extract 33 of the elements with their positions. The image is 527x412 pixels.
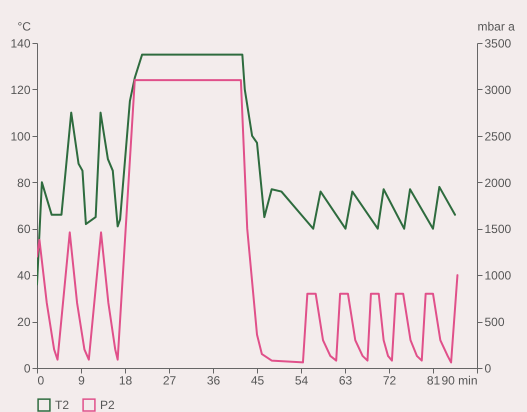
- y-tick-label: 80: [17, 176, 31, 190]
- x-tick-label: 90 min: [441, 374, 478, 388]
- y-tick-label: 40: [17, 268, 31, 283]
- y2-tick-label: 500: [484, 315, 505, 330]
- y2-tick-label: 3500: [484, 36, 512, 50]
- y-tick-label: 140: [10, 36, 31, 50]
- x-tick-label: 72: [382, 374, 396, 388]
- y-tick-label: 120: [10, 82, 31, 97]
- line-series: [37, 54, 456, 286]
- x-tick-label: 36: [206, 374, 220, 388]
- y2-axis-title: mbar a: [478, 20, 516, 34]
- line-series: [37, 79, 458, 364]
- x-tick-label: 54: [294, 374, 308, 388]
- x-tick-label: 9: [78, 374, 86, 388]
- y2-tick-label: 1000: [484, 268, 512, 283]
- y2-tick-label: 2500: [484, 129, 512, 144]
- y2-tick-label: 3000: [484, 82, 512, 97]
- x-tick-label: 45: [250, 374, 264, 388]
- y-tick-label: 60: [17, 222, 31, 236]
- y-tick-label: 20: [17, 315, 31, 330]
- y-tick-label: 100: [10, 129, 31, 144]
- x-tick-label: 18: [118, 374, 132, 388]
- legend-label: P2: [100, 398, 116, 412]
- x-tick-label: 27: [162, 374, 176, 388]
- y2-tick-label: 2000: [484, 176, 512, 190]
- x-tick-label: 81: [426, 374, 440, 388]
- legend-label: T2: [55, 398, 70, 412]
- y2-tick-label: 1500: [484, 222, 512, 236]
- x-tick-label: 0: [38, 374, 44, 388]
- x-tick-label: 63: [338, 374, 352, 388]
- y-tick-label: 0: [24, 362, 31, 376]
- y2-tick-label: 0: [484, 362, 492, 376]
- y-axis-title: °C: [18, 20, 32, 34]
